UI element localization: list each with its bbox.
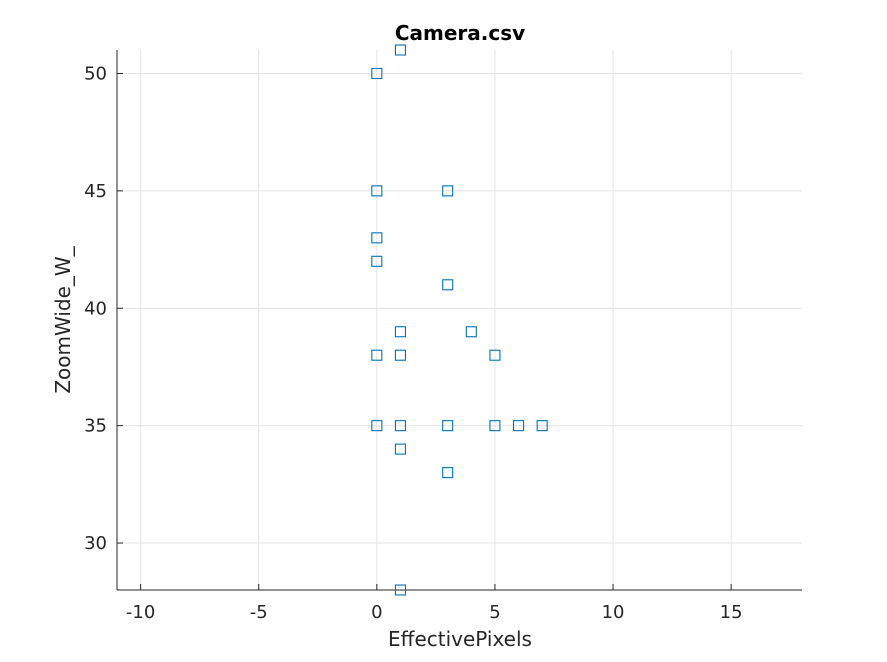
x-tick-label: 5 [489, 602, 500, 623]
x-tick-label: -10 [126, 602, 155, 623]
data-point [442, 467, 454, 479]
data-point [371, 420, 383, 432]
data-point [394, 420, 406, 432]
data-point [394, 349, 406, 361]
y-tick-label: 35 [84, 416, 107, 437]
data-point [442, 279, 454, 291]
tick-labels: -10 -5 0 5 10 15 30 35 40 45 50 [84, 63, 742, 623]
data-point [371, 67, 383, 80]
data-point [442, 185, 454, 197]
data-point [489, 420, 501, 432]
x-tick-label: 0 [371, 602, 382, 623]
y-tick-label: 40 [84, 298, 107, 319]
data-points [371, 44, 548, 596]
data-point [394, 326, 406, 338]
data-point [536, 420, 548, 432]
x-tick-label: 10 [602, 602, 625, 623]
chart-title: Camera.csv [395, 21, 525, 45]
x-tick-label: -5 [250, 602, 268, 623]
data-point [489, 349, 501, 361]
data-point [371, 255, 383, 267]
data-point [513, 420, 525, 432]
x-tick-label: 15 [720, 602, 743, 623]
y-axis-label: ZoomWide_W_ [51, 245, 75, 393]
data-point [394, 443, 406, 455]
data-point [465, 326, 477, 338]
y-tick-label: 50 [84, 63, 107, 84]
data-point [394, 584, 406, 596]
y-tick-label: 30 [84, 533, 107, 554]
y-tick-label: 45 [84, 181, 107, 202]
data-point [371, 232, 383, 244]
data-point [371, 185, 383, 197]
x-axis-label: EffectivePixels [388, 627, 532, 651]
data-point [394, 44, 406, 56]
axes [116, 50, 802, 591]
data-point [442, 420, 454, 432]
data-point [371, 349, 383, 361]
grid-lines [117, 50, 802, 590]
